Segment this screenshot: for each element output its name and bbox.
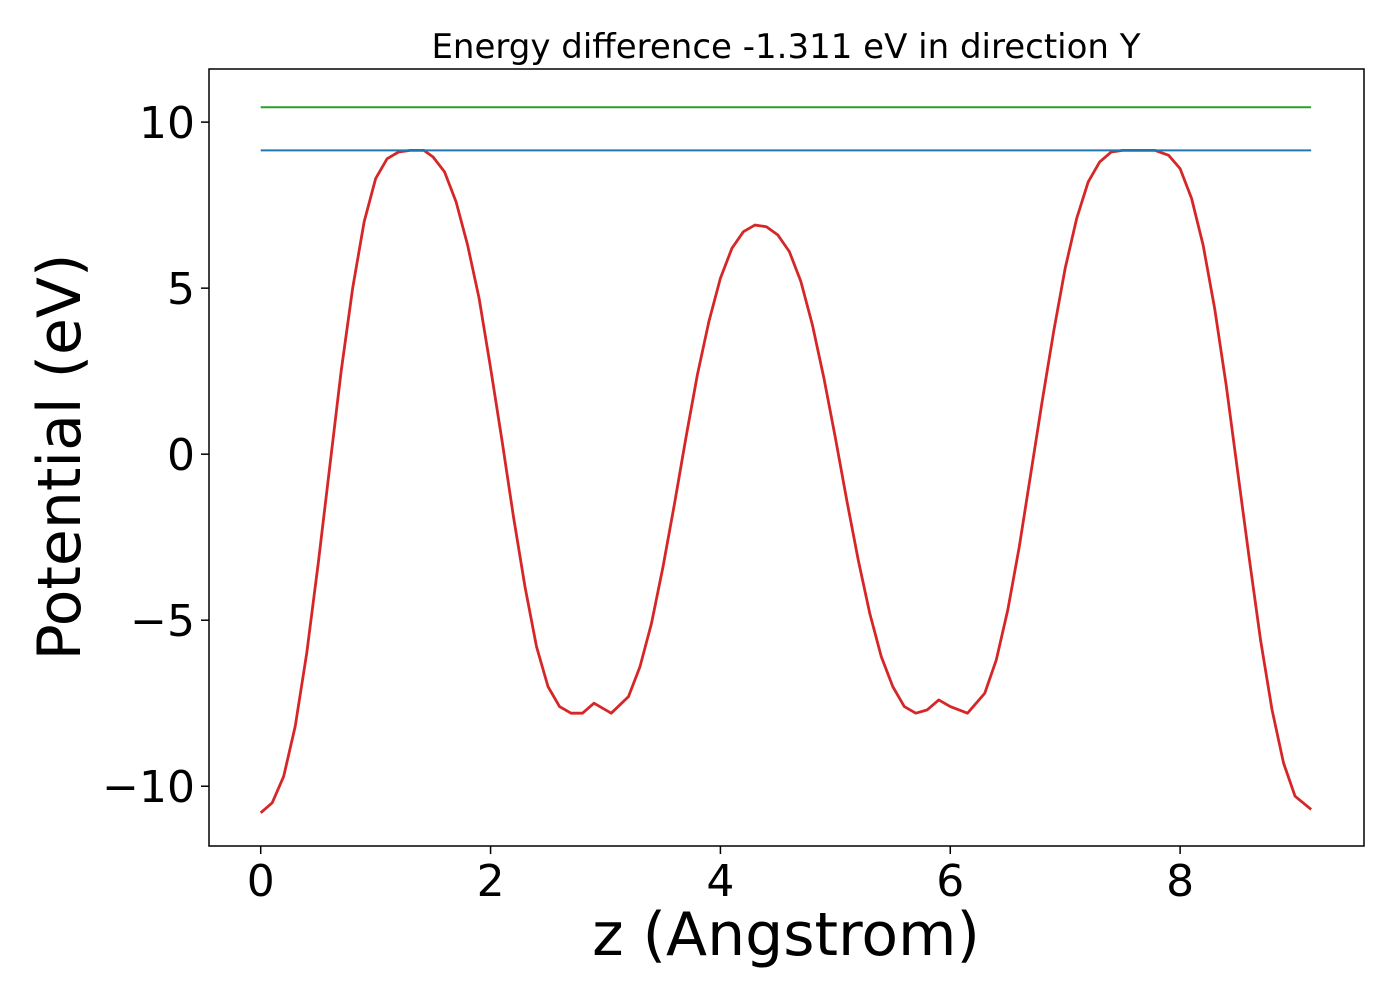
y-tick-label: 10 (139, 98, 195, 149)
x-tick-label: 8 (1166, 856, 1194, 907)
y-tick-label: −5 (130, 596, 195, 647)
series-layer (259, 106, 1313, 814)
y-axis-ticks: −10 −5 0 5 10 (102, 98, 209, 813)
y-tick-label: 0 (167, 430, 195, 481)
potential-curve-line (259, 148, 1313, 814)
x-axis-ticks: 0 2 4 6 8 (247, 846, 1194, 907)
x-tick-label: 0 (247, 856, 275, 907)
y-axis-label: Potential (eV) (25, 254, 95, 661)
x-axis-label: z (Angstrom) (592, 900, 980, 970)
x-tick-label: 6 (936, 856, 964, 907)
y-tick-label: 5 (167, 264, 195, 315)
x-tick-label: 4 (706, 856, 734, 907)
chart-title: Energy difference -1.311 eV in direction… (431, 27, 1140, 67)
x-tick-label: 2 (477, 856, 505, 907)
plot-area-frame (208, 68, 1365, 847)
y-tick-label: −10 (102, 762, 195, 813)
